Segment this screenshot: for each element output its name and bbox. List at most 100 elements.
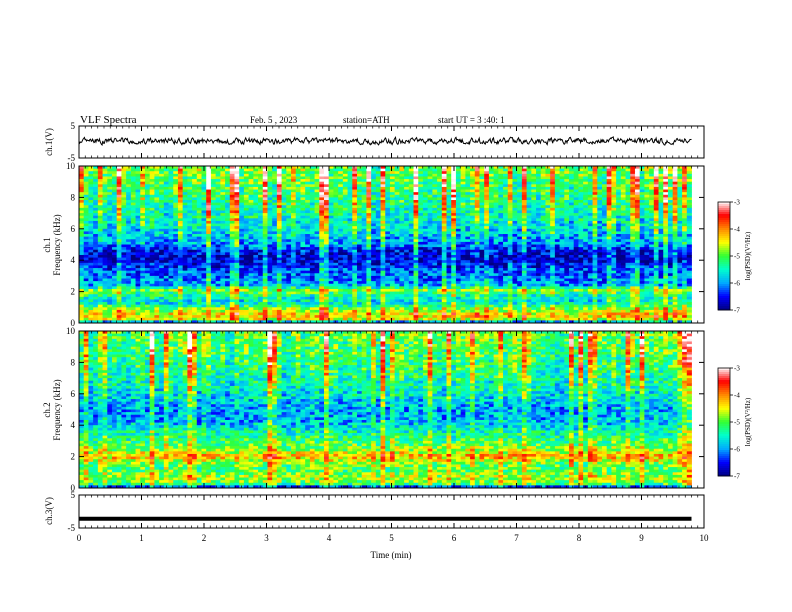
spectro-cell	[531, 166, 537, 170]
spectro-cell	[531, 176, 537, 180]
spectro-cell	[267, 181, 273, 185]
spectro-cell	[291, 252, 297, 256]
spectro-cell	[291, 176, 297, 180]
spectro-cell	[554, 247, 560, 251]
spectro-cell	[389, 207, 396, 211]
spectro-cell	[413, 166, 419, 170]
spectro-cell	[474, 205, 480, 209]
spectro-cell	[441, 257, 447, 261]
spectro-cell	[163, 205, 169, 209]
spectro-cell	[262, 189, 268, 193]
spectro-cell	[215, 181, 221, 185]
spectro-cell	[526, 205, 532, 209]
spectro-cell	[102, 244, 108, 248]
spectro-cell	[371, 236, 377, 240]
spectro-cell	[672, 166, 678, 170]
spectro-cell	[413, 239, 419, 243]
spectro-cell	[182, 218, 188, 222]
spectro-cell	[352, 220, 358, 224]
spectro-cell	[559, 194, 565, 198]
spectro-cell	[243, 239, 250, 243]
spectro-cell	[295, 236, 301, 240]
spectro-cell	[451, 176, 457, 180]
spectro-cell	[234, 179, 240, 183]
spectro-cell	[498, 218, 504, 222]
spectro-cell	[201, 228, 207, 232]
spectro-cell	[144, 236, 151, 240]
spectro-cell	[677, 166, 683, 170]
spectro-cell	[177, 189, 184, 193]
spectro-cell	[144, 239, 151, 243]
spectro-cell	[295, 202, 301, 206]
spectro-cell	[399, 244, 405, 248]
spectro-cell	[116, 241, 122, 245]
spectro-cell	[187, 207, 193, 211]
spectro-cell	[281, 207, 287, 211]
spectro-cell	[107, 231, 113, 235]
spectro-cell	[667, 200, 674, 204]
spectro-cell	[163, 239, 169, 243]
spectro-cell	[634, 231, 641, 235]
spectro-cell	[663, 200, 669, 204]
spectro-cell	[578, 179, 584, 183]
spectro-cell	[206, 257, 212, 261]
spectro-cell	[639, 239, 645, 243]
spectro-cell	[479, 200, 485, 204]
spectro-cell	[248, 189, 254, 193]
spectro-cell	[587, 241, 593, 245]
spectro-cell	[371, 226, 377, 230]
spectro-cell	[366, 186, 372, 190]
spectro-cell	[272, 260, 278, 264]
spectro-cell	[225, 202, 231, 206]
spectro-cell	[583, 231, 589, 235]
spectro-cell	[177, 171, 184, 175]
spectro-cell	[234, 189, 240, 193]
spectro-cell	[418, 179, 424, 183]
spectro-cell	[455, 252, 462, 256]
spectro-cell	[187, 247, 193, 251]
spectro-cell	[201, 244, 207, 248]
spectro-cell	[338, 179, 344, 183]
spectro-cell	[333, 192, 339, 196]
spectro-cell	[413, 176, 419, 180]
spectro-cell	[479, 254, 485, 258]
spectro-cell	[300, 239, 306, 243]
spectro-cell	[333, 247, 339, 251]
spectro-cell	[663, 168, 669, 172]
spectro-cell	[314, 257, 320, 261]
spectro-cell	[569, 171, 575, 175]
spectro-cell	[564, 189, 570, 193]
spectro-cell	[620, 220, 626, 224]
spectro-cell	[422, 218, 429, 222]
spectro-cell	[333, 184, 339, 188]
spectro-cell	[286, 205, 292, 209]
spectro-cell	[342, 228, 348, 232]
spectro-cell	[163, 171, 169, 175]
spectro-cell	[672, 244, 678, 248]
spectro-cell	[144, 247, 151, 251]
spectro-cell	[328, 197, 334, 201]
spectro-cell	[173, 184, 179, 188]
spectro-cell	[389, 171, 396, 175]
spectro-cell	[441, 220, 447, 224]
spectro-cell	[686, 247, 692, 251]
spectro-cell	[554, 234, 560, 238]
spectro-cell	[564, 213, 570, 217]
spectro-cell	[597, 186, 603, 190]
spectro-cell	[536, 247, 542, 251]
spectro-cell	[324, 205, 330, 209]
spectro-cell	[507, 176, 513, 180]
spectro-cell	[686, 218, 692, 222]
spectro-cell	[79, 236, 85, 240]
spectro-cell	[239, 239, 245, 243]
spectro-cell	[107, 226, 113, 230]
spectro-cell	[267, 247, 273, 251]
spectro-cell	[531, 254, 537, 258]
spectro-cell	[262, 207, 268, 211]
spectro-cell	[182, 226, 188, 230]
spectro-cell	[300, 210, 306, 214]
spectro-cell	[550, 192, 556, 196]
spectro-cell	[356, 173, 363, 177]
spectro-cell	[338, 247, 344, 251]
spectro-cell	[503, 213, 509, 217]
